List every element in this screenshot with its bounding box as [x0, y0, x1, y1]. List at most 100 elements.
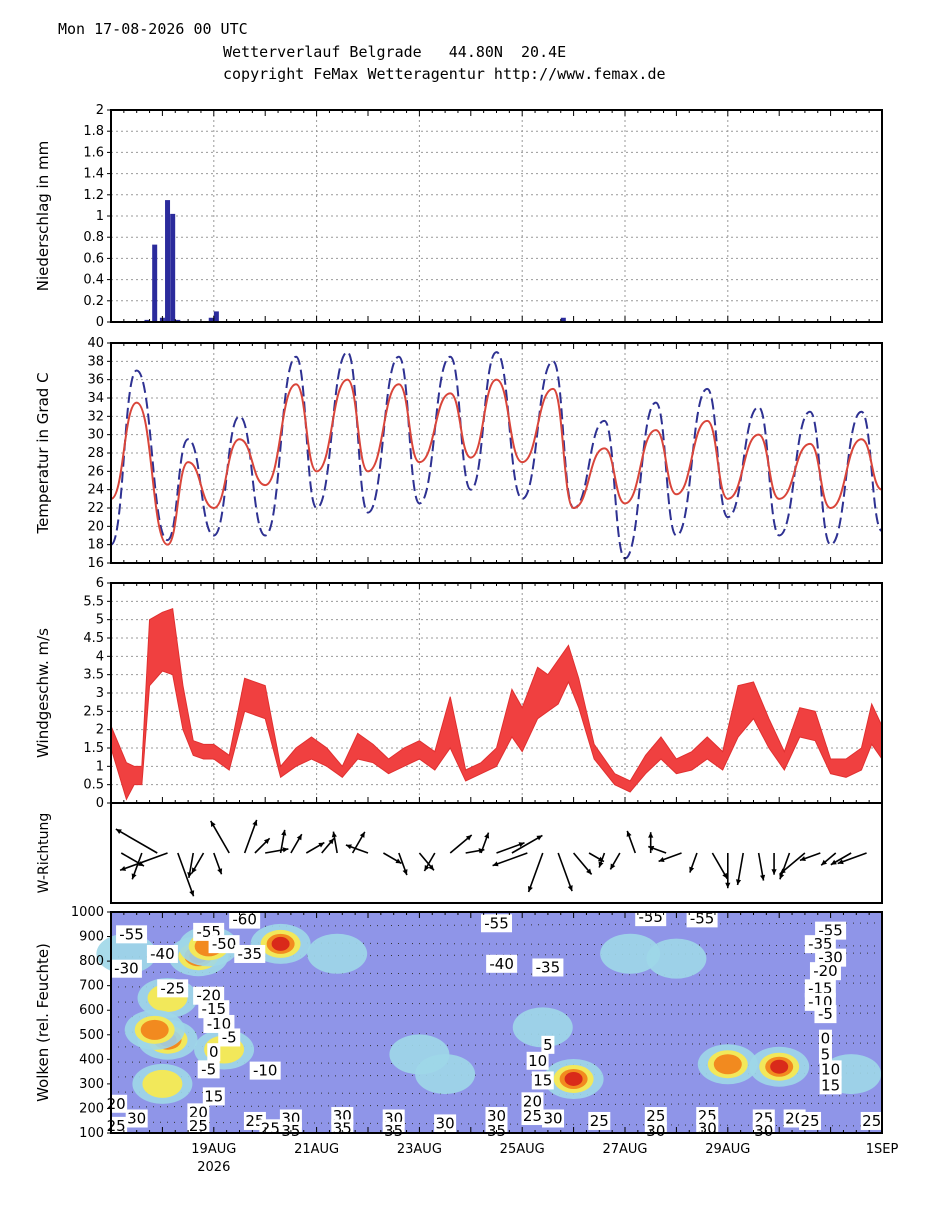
- x-tick-label: 29AUG: [705, 1142, 750, 1157]
- temperature-label: -35: [536, 958, 561, 976]
- header-location: Wetterverlauf Belgrade 44.80N 20.4E: [223, 43, 567, 61]
- wind-arrow-head: [424, 865, 430, 872]
- isoline-dotted: [110, 1091, 883, 1097]
- temperature-label: 25: [189, 1117, 208, 1135]
- temperature-label-box: [229, 910, 261, 929]
- temperature-label: 25: [862, 1112, 881, 1130]
- wind-arrow-head: [725, 882, 731, 889]
- y-tick-label: 1.2: [83, 188, 104, 203]
- temperature-label: -35: [808, 935, 833, 953]
- temperature-label: 30: [698, 1119, 717, 1137]
- cloud-blob: [543, 1058, 604, 1099]
- temperature-label-box: [532, 958, 564, 977]
- wind-direction-arrow: [757, 852, 766, 881]
- wind-arrow-head: [465, 835, 472, 841]
- wind-arrow-head: [722, 872, 728, 879]
- temperature-label-box: [860, 1111, 883, 1130]
- wind-direction-arrow: [187, 852, 195, 879]
- temperature-label: -20: [813, 962, 838, 980]
- wind-direction-arrow: [449, 834, 473, 854]
- y-tick-label: 0.6: [83, 251, 104, 266]
- temperature-label-box: [542, 1109, 565, 1128]
- y-tick-label: 0.4: [83, 273, 104, 288]
- wind-arrow-head: [527, 886, 533, 892]
- panel-frame: [110, 109, 883, 323]
- panel-frame: [110, 911, 883, 1134]
- temperature-label-box: [197, 1060, 220, 1079]
- temperature-label-box: [752, 1121, 775, 1140]
- wind-arrow-head: [484, 832, 490, 839]
- wind-direction-arrow: [119, 852, 168, 872]
- isoline-dotted: [110, 941, 883, 947]
- temperature-label-box: [819, 1060, 842, 1079]
- wind-arrow-head: [331, 831, 337, 838]
- temperature-label-box: [187, 1103, 210, 1122]
- temperature-label-box: [218, 1028, 241, 1047]
- cloud-blob: [250, 923, 311, 964]
- y-tick-label: 0.2: [83, 294, 104, 309]
- header-copyright: copyright FeMax Wetteragentur http://www…: [223, 65, 666, 83]
- temperature-label: 5: [821, 1046, 831, 1064]
- wind-arrow-head: [359, 831, 365, 838]
- wind-direction-arrow: [131, 852, 143, 880]
- temperature-label: 0: [821, 1030, 831, 1048]
- temperature-label: 25: [800, 1112, 819, 1130]
- wind-direction-arrow: [351, 831, 366, 854]
- wind-direction-arrow: [779, 852, 806, 875]
- cloud-blob: [415, 1054, 476, 1095]
- temperature-label: -20: [196, 987, 221, 1005]
- wind-arrow-head: [263, 838, 270, 844]
- y-tick-label: 900: [79, 930, 104, 945]
- cloud-humidity-zone: [307, 933, 368, 974]
- y-tick-label: 600: [79, 1003, 104, 1018]
- temperature-label-box: [526, 1051, 549, 1070]
- wind-arrow-shaft: [527, 852, 544, 893]
- y-tick-label: 5: [96, 613, 104, 628]
- wind-direction-arrow: [648, 832, 654, 853]
- y-tick-label: 3: [96, 686, 104, 701]
- temperature-label-box: [818, 1029, 832, 1048]
- wind-arrow-head: [821, 859, 828, 866]
- wind-direction-arrow: [527, 852, 544, 893]
- temperature-label: -30: [818, 949, 843, 967]
- y-tick-label: 1000: [71, 905, 104, 920]
- wind-arrow-head: [395, 858, 402, 864]
- wind-arrow-head: [799, 856, 806, 862]
- precipitation-bar: [152, 244, 158, 322]
- wind-arrow-head: [626, 830, 632, 837]
- y-tick-label: 800: [79, 954, 104, 969]
- precipitation-bar: [144, 319, 150, 322]
- wind-direction-arrow: [837, 852, 867, 865]
- wind-arrow-head: [191, 867, 197, 874]
- wind-arrow-head: [658, 857, 665, 862]
- y-tick-label: 1: [96, 759, 104, 774]
- temperature-label: -15: [202, 1000, 227, 1018]
- y-tick-label: 1.8: [83, 124, 104, 139]
- temperature-label-box: [804, 935, 836, 954]
- cloud-humidity-zone: [140, 1019, 169, 1040]
- y-tick-label: 400: [79, 1052, 104, 1067]
- temperature-label: -10: [253, 1062, 278, 1080]
- precipitation-bar: [170, 213, 176, 322]
- wind-speed-band: [110, 607, 883, 801]
- wind-arrow-shaft: [210, 820, 230, 854]
- cloud-blob: [697, 1044, 758, 1085]
- wind-direction-arrow: [647, 845, 667, 854]
- wind-arrow-head: [648, 832, 654, 838]
- isoline-dotted: [110, 1031, 883, 1037]
- y-axis-label: Niederschlag in mm: [34, 141, 52, 291]
- isoline-dotted: [110, 1042, 883, 1048]
- wind-arrow-head: [137, 861, 144, 867]
- wind-direction-arrow: [418, 852, 435, 871]
- temperature-label: 10: [821, 1060, 840, 1078]
- temperature-label: 25: [523, 1107, 542, 1125]
- temperature-label: -55: [484, 914, 509, 932]
- wind-direction-arrow: [725, 853, 731, 889]
- wind-arrow-head: [837, 859, 844, 865]
- y-tick-label: 0: [96, 315, 104, 330]
- temperature-label-box: [644, 1107, 667, 1126]
- temperature-label-box: [116, 925, 148, 944]
- wind-direction-arrow: [820, 852, 837, 866]
- wind-direction-arrow: [191, 852, 205, 874]
- wind-direction-arrow: [609, 852, 621, 870]
